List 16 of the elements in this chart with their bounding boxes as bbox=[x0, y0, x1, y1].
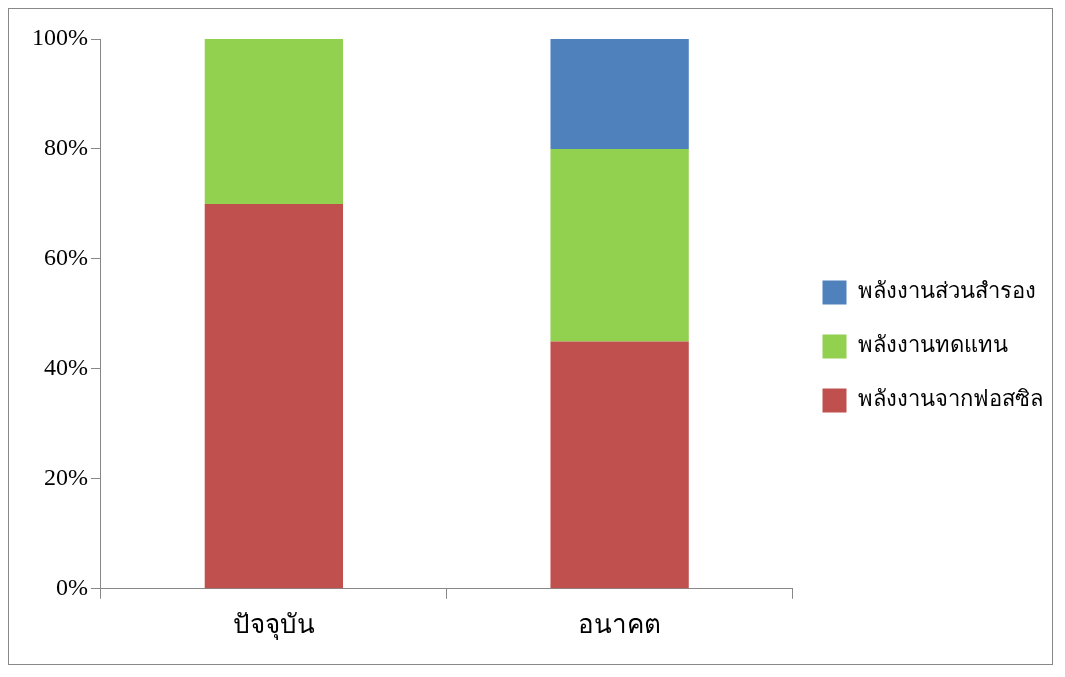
x-tick-label: อนาคต bbox=[578, 610, 662, 640]
y-tick-label: 100% bbox=[31, 24, 88, 51]
bar bbox=[550, 148, 689, 342]
y-tick-label: 0% bbox=[55, 574, 88, 601]
legend-label: พลังงานทดแทน bbox=[857, 332, 1008, 358]
legend-label: พลังงานส่วนสำรอง bbox=[857, 278, 1036, 304]
y-tick-label: 20% bbox=[43, 464, 88, 491]
bar bbox=[204, 39, 344, 204]
x-tick-label: ปัจจุบัน bbox=[232, 610, 315, 641]
bar bbox=[204, 203, 344, 589]
y-tick-label: 40% bbox=[43, 354, 88, 381]
y-tick-label: 80% bbox=[43, 134, 88, 161]
bar bbox=[550, 39, 689, 149]
legend-label: พลังงานจากฟอสซิล bbox=[857, 386, 1043, 412]
y-tick-label: 60% bbox=[43, 244, 88, 271]
bar bbox=[550, 341, 689, 589]
